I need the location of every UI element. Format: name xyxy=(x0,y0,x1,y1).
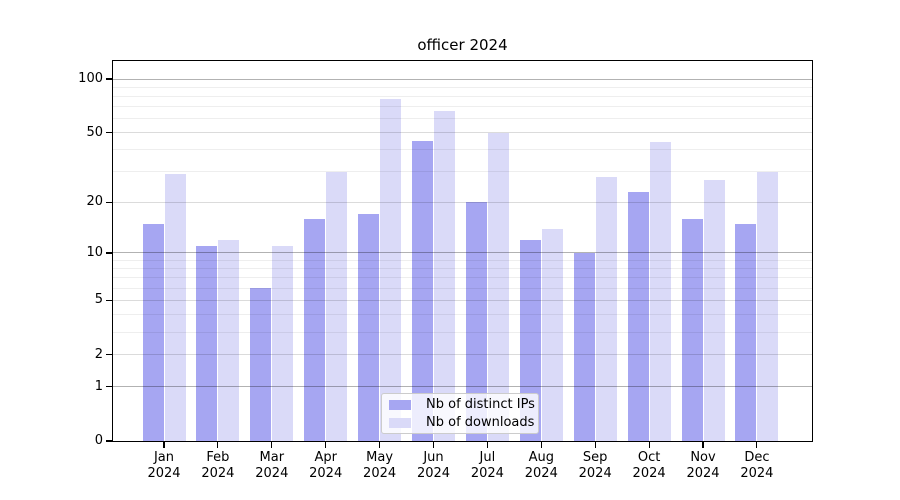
x-tick-jul xyxy=(486,441,488,448)
bar-downloads-oct xyxy=(649,142,671,441)
x-tick-label-jul: Jul 2024 xyxy=(470,450,504,481)
gridline-9 xyxy=(113,259,812,261)
x-tick-label-jun: Jun 2024 xyxy=(416,450,451,481)
bar-downloads-aug xyxy=(541,228,563,441)
gridline-5 xyxy=(113,299,812,301)
gridline-100 xyxy=(113,78,812,80)
bar-ips-jul xyxy=(465,202,487,441)
y-tick-label-50: 50 xyxy=(86,124,103,140)
x-tick-sep xyxy=(594,441,596,448)
bar-downloads-may xyxy=(380,99,402,441)
x-tick-oct xyxy=(648,441,650,448)
x-tick-label-dec: Dec 2024 xyxy=(740,450,774,481)
gridline-90 xyxy=(113,86,812,88)
y-tick-label-10: 10 xyxy=(86,244,103,260)
bar-downloads-apr xyxy=(326,171,348,441)
x-tick-may xyxy=(379,441,381,448)
x-tick-label-aug: Aug 2024 xyxy=(524,450,558,481)
x-tick-apr xyxy=(325,441,327,448)
x-tick-mar xyxy=(271,441,273,448)
bar-downloads-jul xyxy=(487,132,509,441)
y-tick-label-5: 5 xyxy=(94,292,103,308)
gridline-50 xyxy=(113,132,812,134)
gridline-10 xyxy=(113,252,812,254)
x-tick-label-feb: Feb 2024 xyxy=(201,450,235,481)
x-tick-label-jan: Jan 2024 xyxy=(147,450,181,481)
grid-layer xyxy=(113,61,812,441)
y-tick-label-100: 100 xyxy=(78,71,103,86)
x-tick-label-nov: Nov 2024 xyxy=(686,450,720,481)
bar-downloads-feb xyxy=(218,239,240,441)
x-tick-feb xyxy=(217,441,219,448)
gridline-3 xyxy=(113,331,812,333)
x-tick-label-sep: Sep 2024 xyxy=(578,450,612,481)
x-tick-label-oct: Oct 2024 xyxy=(632,450,666,481)
bar-downloads-dec xyxy=(757,171,779,441)
gridline-2 xyxy=(113,354,812,356)
legend-swatch-downloads xyxy=(389,417,411,428)
y-tick-label-0: 0 xyxy=(94,433,103,448)
plot-area xyxy=(112,60,813,442)
x-tick-label-mar: Mar 2024 xyxy=(255,450,289,481)
x-tick-nov xyxy=(702,441,704,448)
bar-ips-aug xyxy=(519,239,541,441)
bar-ips-oct xyxy=(627,191,649,441)
gridline-60 xyxy=(113,118,812,120)
legend-label-downloads: Nb of downloads xyxy=(426,415,535,430)
gridline-8 xyxy=(113,268,812,270)
x-tick-dec xyxy=(756,441,758,448)
gridline-4 xyxy=(113,314,812,316)
x-tick-label-may: May 2024 xyxy=(363,450,397,481)
legend-label-ips: Nb of distinct IPs xyxy=(426,397,535,412)
gridline-70 xyxy=(113,106,812,108)
bar-ips-jan xyxy=(142,223,164,441)
bar-downloads-jun xyxy=(434,111,455,441)
gridline-30 xyxy=(113,171,812,173)
gridline-80 xyxy=(113,95,812,97)
y-tick-label-2: 2 xyxy=(94,346,103,362)
bar-ips-apr xyxy=(304,218,326,441)
chart-title: officer 2024 xyxy=(417,36,508,54)
gridline-20 xyxy=(113,201,812,203)
bars-layer xyxy=(113,61,812,441)
bar-downloads-jan xyxy=(164,174,186,441)
legend: Nb of distinct IPs Nb of downloads xyxy=(381,393,539,434)
gridline-40 xyxy=(113,149,812,151)
x-tick-jun xyxy=(432,441,435,448)
legend-entry-downloads: Nb of downloads xyxy=(389,416,538,429)
bar-ips-nov xyxy=(681,218,703,441)
legend-swatch-ips xyxy=(389,399,411,410)
bar-ips-jun xyxy=(412,140,433,441)
bar-ips-sep xyxy=(573,252,595,441)
bar-downloads-sep xyxy=(595,176,617,441)
x-tick-jan xyxy=(163,441,165,448)
bar-downloads-nov xyxy=(703,179,725,441)
gridline-1 xyxy=(113,386,812,388)
gridline-7 xyxy=(113,277,812,279)
legend-entry-ips: Nb of distinct IPs xyxy=(389,398,538,411)
y-tick-label-20: 20 xyxy=(86,194,103,210)
bar-downloads-mar xyxy=(272,246,294,441)
x-tick-label-apr: Apr 2024 xyxy=(309,450,343,481)
bar-ips-dec xyxy=(735,223,757,441)
gridline-6 xyxy=(113,287,812,289)
bar-ips-may xyxy=(358,214,380,441)
bar-ips-mar xyxy=(250,288,272,441)
y-tick-label-1: 1 xyxy=(94,378,103,394)
x-tick-aug xyxy=(540,441,542,448)
bar-ips-feb xyxy=(196,246,218,441)
